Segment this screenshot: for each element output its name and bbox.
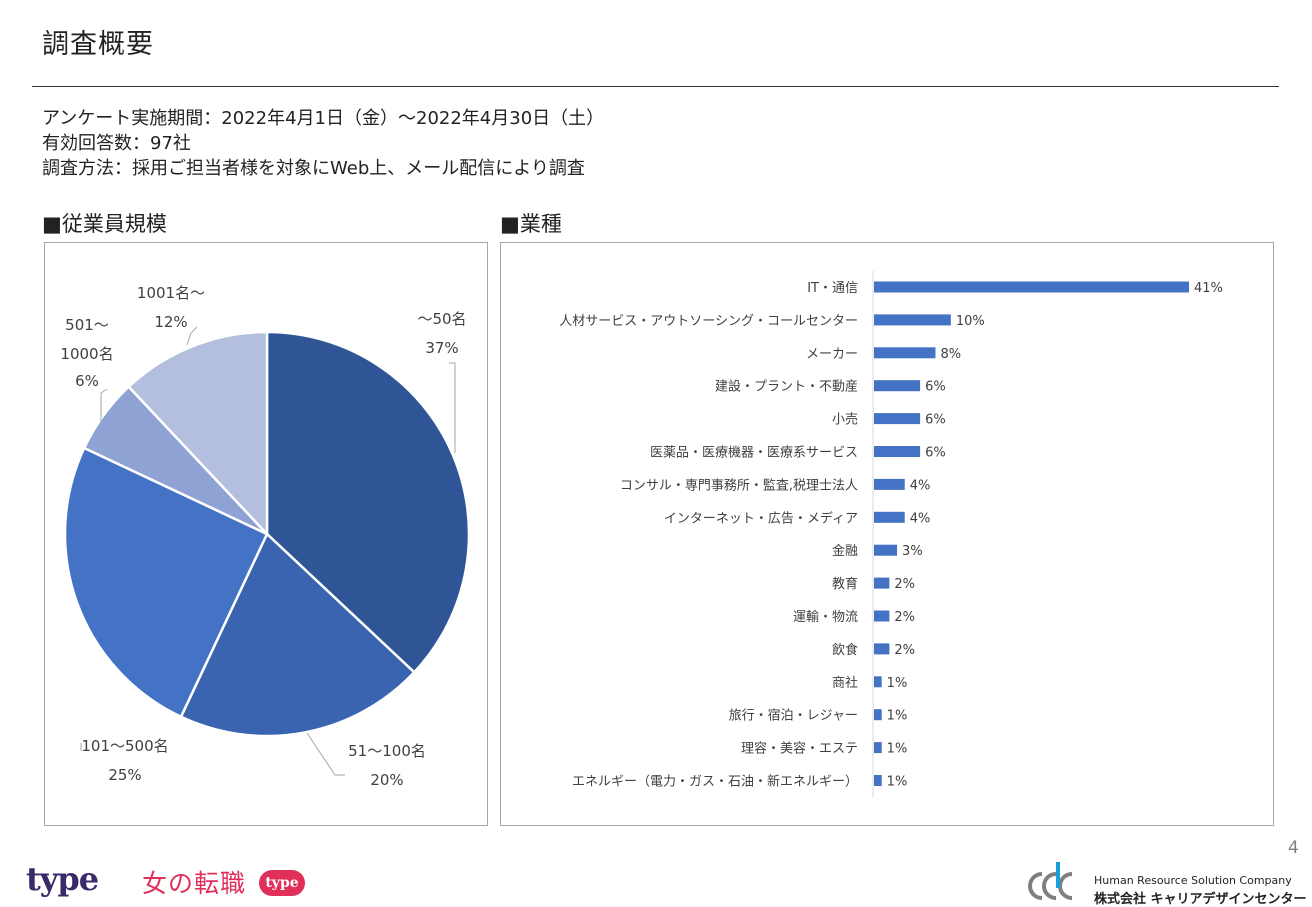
title-divider [32,86,1279,87]
bar [874,742,882,754]
bar-category-label: 商社 [832,675,858,691]
pie-slice [63,446,269,719]
pie-percent-label: 25% [108,766,141,784]
bar-category-label: 旅行・宿泊・レジャー [729,708,858,724]
bar [874,347,936,359]
bar-category-label: 金融 [832,543,858,559]
pie-percent-label: 20% [370,771,403,789]
bar-category-label: IT・通信 [807,281,858,296]
bar [874,676,882,688]
page-number: 4 [1288,838,1299,858]
bar-category-label: 運輸・物流 [793,610,858,625]
pie-slice [179,531,417,738]
bar [874,544,898,556]
type-badge-logo: type [259,870,305,896]
bar [874,314,951,326]
bar-value-label: 41% [1194,281,1223,296]
pie-leader-line [306,732,345,776]
pie-slice [126,330,269,538]
industry-bar-chart: IT・通信 41% 人材サービス・アウトソーシング・コールセンター 10% メーカー 8%… [559,271,1223,797]
employee-size-pie-chart: ～50名 37% 51～100名 20% 101～500名 25% 501～ 1000名 6% 1… [60,284,471,789]
bar [874,511,905,523]
pie-category-label: 1000名 [60,345,113,363]
pie-percent-label: 6% [75,372,99,390]
employee-size-chart-panel: ～50名 37% 51～100名 20% 101～500名 25% 501～ 1000名 6% 1… [44,242,488,826]
pie-category-label: 51～100名 [348,742,426,760]
bar [874,380,921,392]
survey-info: アンケート実施期間：2022年4月1日（金）～2022年4月30日（土） 有効回… [42,106,604,181]
bar-category-label: インターネット・広告・メディア [664,510,858,526]
bar-category-label: 教育 [832,576,858,592]
bar-category-label: エネルギー（電力・ガス・石油・新エネルギー） [572,774,858,790]
pie-category-label: ～50名 [417,310,466,328]
cdc-logo-icon [1028,862,1073,900]
bar [874,281,1189,293]
onna-no-tenshoku-logo: 女の転職 [142,869,247,898]
bar-value-label: 6% [925,446,946,461]
type-logo: type [26,860,99,898]
bar-value-label: 4% [910,478,931,493]
company-name: 株式会社 キャリアデザインセンター [1094,892,1307,907]
pie-slice [265,330,471,675]
bar-value-label: 2% [894,643,915,658]
bar-value-label: 8% [940,347,961,362]
pie-category-label: 101～500名 [81,737,168,755]
bar [874,446,921,457]
industry-heading: ■業種 [500,212,562,236]
pie-percent-label: 12% [154,313,187,331]
survey-method: 調査方法：採用ご担当者様を対象にWeb上、メール配信により調査 [42,158,585,179]
pie-category-label: 501～ [65,316,109,334]
bar-value-label: 1% [887,709,908,724]
employee-size-heading: ■従業員規模 [42,212,167,236]
bar-value-label: 2% [894,577,915,592]
bar [874,478,905,490]
bar [874,610,890,622]
bar-category-label: 人材サービス・アウトソーシング・コールセンター [559,314,858,329]
bar [874,577,890,589]
pie-leader-line [186,326,198,346]
bar-category-label: 理容・美容・エステ [741,741,858,757]
bar-category-label: 建設・プラント・不動産 [715,379,858,395]
bar-category-label: メーカー [806,347,858,362]
industry-chart-panel: IT・通信 41% 人材サービス・アウトソーシング・コールセンター 10% メーカー 8%… [500,242,1274,826]
company-tagline: Human Resource Solution Company [1094,874,1292,887]
pie-percent-label: 37% [425,339,458,357]
bar-value-label: 2% [894,610,915,625]
bar [874,413,921,425]
bar [874,643,890,655]
bar-value-label: 1% [887,775,908,790]
bar [874,775,882,786]
survey-period: アンケート実施期間：2022年4月1日（金）～2022年4月30日（土） [42,108,605,129]
bar-category-label: 医薬品・医療機器・医療系サービス [650,446,858,461]
bar-value-label: 6% [925,413,946,428]
bar-category-label: コンサル・専門事務所・監査,税理士法人 [620,477,858,493]
bar-value-label: 3% [902,544,923,559]
pie-leader-line [100,388,108,423]
page-title: 調査概要 [42,29,154,60]
bar-value-label: 6% [925,380,946,395]
bar-value-label: 1% [887,676,908,691]
bar-value-label: 10% [956,314,985,329]
bar-category-label: 小売 [832,412,858,428]
pie-category-label: 1001名～ [137,284,205,302]
pie-leader-line [449,362,456,453]
response-count: 有効回答数：97社 [42,133,191,154]
bar [874,709,882,721]
bar-category-label: 飲食 [832,642,858,658]
bar-value-label: 1% [887,742,908,757]
bar-value-label: 4% [910,511,931,526]
